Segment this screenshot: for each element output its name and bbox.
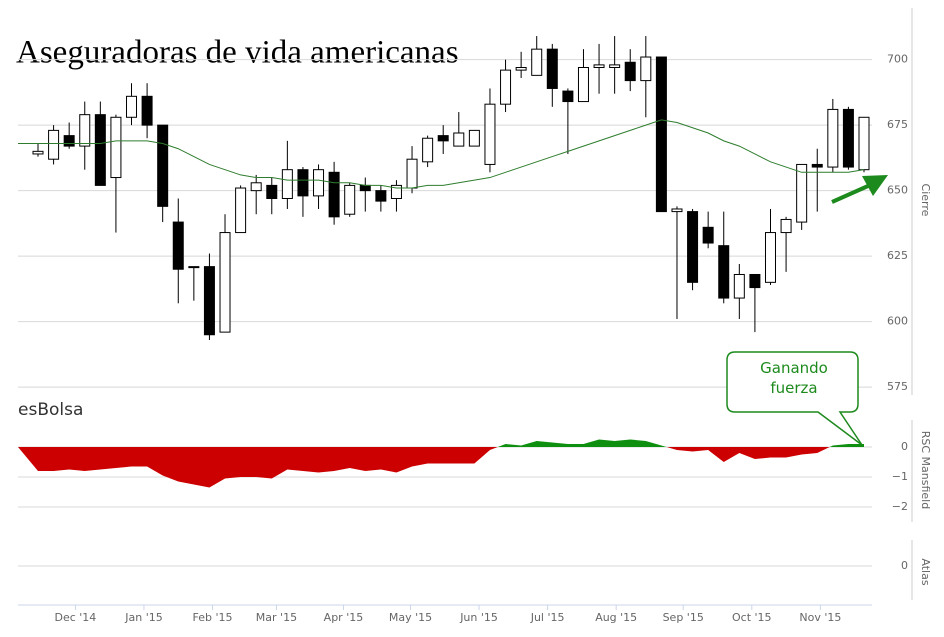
candle-body [406,158,418,189]
y-tick-label: 0 [901,559,908,572]
candle-body [250,182,262,192]
panel-label: Atlas [919,558,932,585]
candle-body [609,64,621,68]
candle-body [328,171,340,218]
candle-body [811,163,823,168]
x-tick-label: Aug '15 [595,611,637,624]
y-tick-label: 675 [887,118,908,131]
candle-body [718,245,730,299]
x-tick-label: Sep '15 [663,611,704,624]
candle-body [172,221,184,270]
panel-label: RSC Mansfield [919,431,932,509]
y-tick-label: 600 [887,315,908,328]
arrow-head [862,175,888,196]
candle-body [562,90,574,103]
rsc-area-up [18,439,864,447]
callout-text: Ganando fuerza [760,359,828,397]
arrow [831,184,869,204]
candle-body [468,129,480,147]
x-tick-label: Mar '15 [256,611,297,624]
candle-body [235,187,247,234]
candle-body [188,266,200,269]
candle-body [827,108,839,168]
x-tick-label: Jun '15 [459,611,498,624]
candle-body [126,95,138,118]
y-tick-label: 575 [887,380,908,393]
candle-body [79,114,91,147]
candle-body [531,48,543,76]
x-tick-label: Feb '15 [193,611,233,624]
candle-body [390,184,402,199]
rsc-area-down [18,447,864,488]
candle-body [32,150,44,155]
candle-body [687,211,699,283]
candle-body [63,135,75,147]
candle-body [266,184,278,199]
candle-body [219,232,231,333]
candle-body [671,208,683,213]
candle-body [203,266,215,336]
candle-body [842,108,854,168]
y-tick-label: 700 [887,53,908,66]
candle-body [702,226,714,244]
y-tick-label: 0 [901,440,908,453]
candle-body [359,184,371,192]
candle-body [344,184,356,215]
candle-body [297,169,309,197]
candle-body [655,56,667,213]
x-tick-label: Apr '15 [324,611,364,624]
candle-body [437,135,449,142]
x-tick-label: Jul '15 [530,611,565,624]
candle-body [453,132,465,147]
candle-body [500,69,512,105]
candle-body [484,103,496,165]
moving-average [18,119,865,189]
x-tick-label: Oct '15 [732,611,772,624]
candle-body [313,169,325,197]
x-tick-label: Dec '14 [54,611,96,624]
callout-box [726,351,863,446]
candle-body [375,190,387,202]
candle-body [733,273,745,299]
candle-body [157,124,169,207]
candle-body [624,61,636,82]
candle-body [780,218,792,234]
brand: esBolsa [18,400,83,420]
candle-body [110,116,122,179]
candle-body [48,129,60,160]
candle-body [546,48,558,89]
candle-body [593,64,605,68]
candle-body [640,56,652,82]
candle-body [749,273,761,289]
candle-body [858,116,870,171]
y-tick-label: 625 [887,249,908,262]
candle-body [141,95,153,126]
x-tick-label: Jan '15 [124,611,162,624]
candle-body [422,137,434,163]
chart-title: Aseguradoras de vida americanas [16,35,459,71]
y-tick-label: −2 [892,500,908,513]
x-tick-label: May '15 [389,611,432,624]
candle-body [796,163,808,223]
candle-body [94,114,106,186]
x-tick-label: Nov '15 [799,611,841,624]
candle-body [577,67,589,103]
candle-body [764,232,776,283]
y-tick-label: 650 [887,184,908,197]
y-tick-label: −1 [892,470,908,483]
candle-body [281,169,293,199]
y-axis-label: Cierre [919,184,932,217]
candle-body [515,67,527,71]
